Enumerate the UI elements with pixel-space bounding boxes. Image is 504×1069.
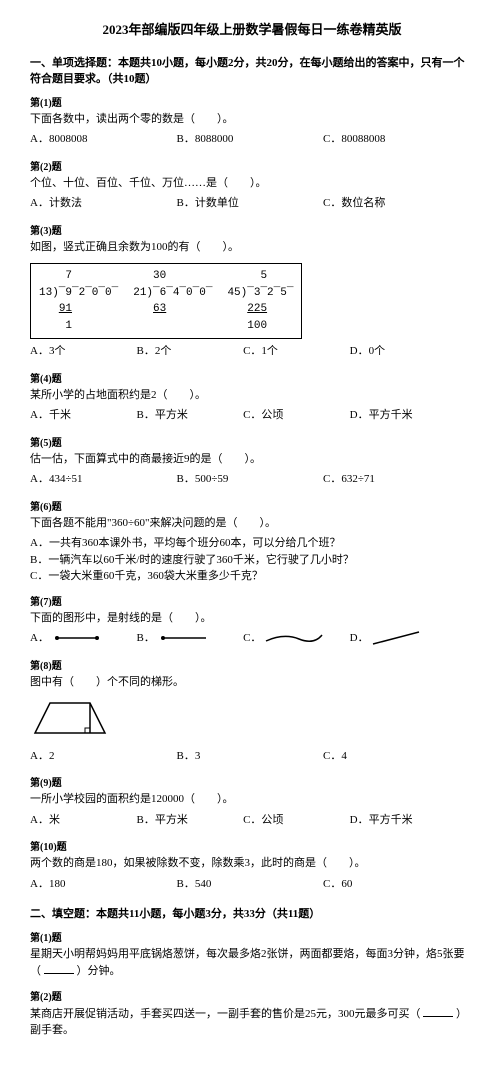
q7-optC: C． bbox=[243, 630, 341, 647]
q5-optC: C．632÷71 bbox=[323, 471, 456, 488]
q2-optA: A．计数法 bbox=[30, 195, 163, 212]
q5-optB: B．500÷59 bbox=[177, 471, 310, 488]
fq1-header: 第(1)题 bbox=[30, 931, 474, 946]
question-2: 第(2)题 个位、十位、百位、千位、万位……是（ ）。 A．计数法 B．计数单位… bbox=[30, 160, 474, 214]
q2-options: A．计数法 B．计数单位 C．数位名称 bbox=[30, 195, 474, 214]
q6-text: 下面各题不能用"360÷60"来解决问题的是（ ）。 bbox=[30, 515, 474, 532]
question-4: 第(4)题 某所小学的占地面积约是2（ ）。 A．千米 B．平方米 C．公顷 D… bbox=[30, 372, 474, 426]
q9-optC: C．公顷 bbox=[243, 812, 341, 829]
question-7: 第(7)题 下面的图形中，是射线的是（ ）。 A． B． C． D． bbox=[30, 595, 474, 649]
division-diagram: 7 13)‾9‾2‾0‾0‾ 91 1 30 21)‾6‾4‾0‾0‾ 63 5… bbox=[30, 263, 302, 339]
q9-header: 第(9)题 bbox=[30, 776, 474, 791]
q8-header: 第(8)题 bbox=[30, 659, 474, 674]
q7-options: A． B． C． D． bbox=[30, 630, 474, 649]
q10-text: 两个数的商是180，如果被除数不变，除数乘3，此时的商是（ ）。 bbox=[30, 855, 474, 872]
q7-optB: B． bbox=[137, 630, 235, 647]
curve-icon bbox=[264, 631, 324, 645]
fq1-text: 星期天小明帮妈妈用平底锅烙葱饼，每次最多烙2张饼，两面都要烙，每面3分钟，烙5张… bbox=[30, 946, 474, 980]
q7-optA-label: A． bbox=[30, 632, 49, 644]
q1-text: 下面各数中，读出两个零的数是（ ）。 bbox=[30, 111, 474, 128]
q2-optC: C．数位名称 bbox=[323, 195, 456, 212]
q10-optC: C．60 bbox=[323, 876, 456, 893]
q6-header: 第(6)题 bbox=[30, 500, 474, 515]
question-9: 第(9)题 一所小学校园的面积约是120000（ ）。 A．米 B．平方米 C．… bbox=[30, 776, 474, 830]
ray-icon bbox=[158, 632, 208, 644]
q6-line2: B．一辆汽车以60千米/时的速度行驶了360千米，它行驶了几小时？ bbox=[30, 552, 474, 569]
q4-text: 某所小学的占地面积约是2（ ）。 bbox=[30, 387, 474, 404]
q9-optB: B．平方米 bbox=[137, 812, 235, 829]
q8-options: A．2 B．3 C．4 bbox=[30, 748, 474, 767]
q8-optA: A．2 bbox=[30, 748, 163, 765]
q7-optC-label: C． bbox=[243, 632, 261, 644]
question-5: 第(5)题 估一估，下面算式中的商最接近9的是（ ）。 A．434÷51 B．5… bbox=[30, 436, 474, 490]
q10-optB: B．540 bbox=[177, 876, 310, 893]
q1-options: A．8008008 B．8088000 C．80088008 bbox=[30, 131, 474, 150]
section1-title: 一、单项选择题：本题共10小题，每小题2分，共20分，在每小题给出的答案中，只有… bbox=[30, 55, 474, 88]
q9-optD: D．平方千米 bbox=[350, 812, 448, 829]
q7-optD: D． bbox=[350, 630, 448, 647]
q9-options: A．米 B．平方米 C．公顷 D．平方千米 bbox=[30, 812, 474, 831]
q6-line3: C．一袋大米重60千克，360袋大米重多少千克？ bbox=[30, 568, 474, 585]
q9-optA: A．米 bbox=[30, 812, 128, 829]
trapezoid-diagram bbox=[30, 698, 110, 738]
fq2-header: 第(2)题 bbox=[30, 990, 474, 1005]
question-10: 第(10)题 两个数的商是180，如果被除数不变，除数乘3，此时的商是（ ）。 … bbox=[30, 840, 474, 894]
q7-optB-label: B． bbox=[137, 632, 155, 644]
fq1-blank bbox=[44, 962, 74, 974]
q3-optB: B．2个 bbox=[137, 343, 235, 360]
fq1-text2: ）分钟。 bbox=[77, 965, 121, 977]
q4-optC: C．公顷 bbox=[243, 407, 341, 424]
q1-optC: C．80088008 bbox=[323, 131, 456, 148]
page-title: 2023年部编版四年级上册数学暑假每日一练卷精英版 bbox=[30, 20, 474, 40]
q7-optD-label: D． bbox=[350, 632, 369, 644]
q4-optD: D．平方千米 bbox=[350, 407, 448, 424]
q10-header: 第(10)题 bbox=[30, 840, 474, 855]
q4-optB: B．平方米 bbox=[137, 407, 235, 424]
question-6: 第(6)题 下面各题不能用"360÷60"来解决问题的是（ ）。 A．一共有36… bbox=[30, 500, 474, 585]
q6-line1: A．一共有360本课外书，平均每个班分60本，可以分给几个班？ bbox=[30, 535, 474, 552]
q1-optB: B．8088000 bbox=[177, 131, 310, 148]
q1-optA: A．8008008 bbox=[30, 131, 163, 148]
q5-options: A．434÷51 B．500÷59 C．632÷71 bbox=[30, 471, 474, 490]
q3-options: A．3个 B．2个 C．1个 D．0个 bbox=[30, 343, 474, 362]
q8-optB: B．3 bbox=[177, 748, 310, 765]
q2-header: 第(2)题 bbox=[30, 160, 474, 175]
q10-optA: A．180 bbox=[30, 876, 163, 893]
fill-question-1: 第(1)题 星期天小明帮妈妈用平底锅烙葱饼，每次最多烙2张饼，两面都要烙，每面3… bbox=[30, 931, 474, 980]
question-8: 第(8)题 图中有（ ）个不同的梯形。 A．2 B．3 C．4 bbox=[30, 659, 474, 767]
q7-header: 第(7)题 bbox=[30, 595, 474, 610]
q4-options: A．千米 B．平方米 C．公顷 D．平方千米 bbox=[30, 407, 474, 426]
q7-optA: A． bbox=[30, 630, 128, 647]
q1-header: 第(1)题 bbox=[30, 96, 474, 111]
q3-text: 如图，竖式正确且余数为100的有（ ）。 bbox=[30, 239, 474, 256]
q9-text: 一所小学校园的面积约是120000（ ）。 bbox=[30, 791, 474, 808]
q2-text: 个位、十位、百位、千位、万位……是（ ）。 bbox=[30, 175, 474, 192]
q3-header: 第(3)题 bbox=[30, 224, 474, 239]
fq2-text1: 某商店开展促销活动，手套买四送一，一副手套的售价是25元，300元最多可买（ bbox=[30, 1008, 421, 1020]
fill-question-2: 第(2)题 某商店开展促销活动，手套买四送一，一副手套的售价是25元，300元最… bbox=[30, 990, 474, 1039]
q3-optD: D．0个 bbox=[350, 343, 448, 360]
q2-optB: B．计数单位 bbox=[177, 195, 310, 212]
q5-optA: A．434÷51 bbox=[30, 471, 163, 488]
q7-text: 下面的图形中，是射线的是（ ）。 bbox=[30, 610, 474, 627]
question-1: 第(1)题 下面各数中，读出两个零的数是（ ）。 A．8008008 B．808… bbox=[30, 96, 474, 150]
q3-optA: A．3个 bbox=[30, 343, 128, 360]
q8-optC: C．4 bbox=[323, 748, 456, 765]
q5-header: 第(5)题 bbox=[30, 436, 474, 451]
fq2-text: 某商店开展促销活动，手套买四送一，一副手套的售价是25元，300元最多可买（ ）… bbox=[30, 1005, 474, 1039]
diagonal-line-icon bbox=[371, 630, 421, 646]
q8-text: 图中有（ ）个不同的梯形。 bbox=[30, 674, 474, 691]
question-3: 第(3)题 如图，竖式正确且余数为100的有（ ）。 7 13)‾9‾2‾0‾0… bbox=[30, 224, 474, 362]
q3-optC: C．1个 bbox=[243, 343, 341, 360]
q10-options: A．180 B．540 C．60 bbox=[30, 876, 474, 895]
q5-text: 估一估，下面算式中的商最接近9的是（ ）。 bbox=[30, 451, 474, 468]
fq2-blank bbox=[423, 1005, 453, 1017]
section2-title: 二、填空题：本题共11小题，每小题3分，共33分（共11题） bbox=[30, 906, 474, 923]
line-segment-icon bbox=[52, 632, 102, 644]
q4-optA: A．千米 bbox=[30, 407, 128, 424]
q4-header: 第(4)题 bbox=[30, 372, 474, 387]
